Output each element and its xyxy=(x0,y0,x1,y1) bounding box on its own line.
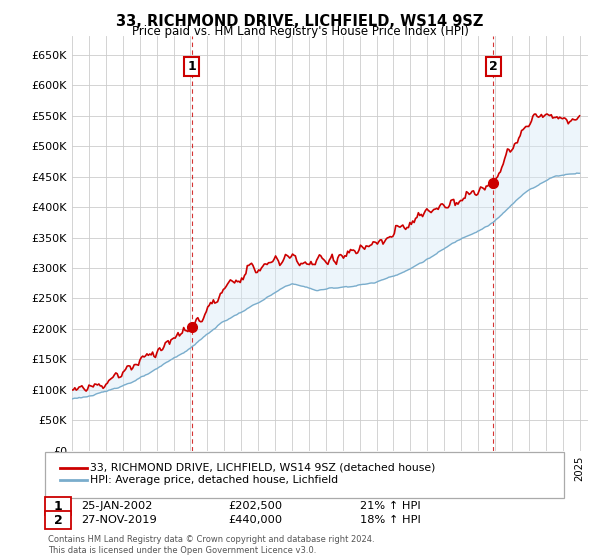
Text: Contains HM Land Registry data © Crown copyright and database right 2024.
This d: Contains HM Land Registry data © Crown c… xyxy=(48,535,374,554)
Text: 33, RICHMOND DRIVE, LICHFIELD, WS14 9SZ (detached house): 33, RICHMOND DRIVE, LICHFIELD, WS14 9SZ … xyxy=(90,463,436,473)
Text: 18% ↑ HPI: 18% ↑ HPI xyxy=(360,515,421,525)
Text: HPI: Average price, detached house, Lichfield: HPI: Average price, detached house, Lich… xyxy=(90,475,338,485)
Text: 27-NOV-2019: 27-NOV-2019 xyxy=(81,515,157,525)
Text: £202,500: £202,500 xyxy=(228,501,282,511)
Text: 2: 2 xyxy=(489,60,497,73)
Text: 25-JAN-2002: 25-JAN-2002 xyxy=(81,501,152,511)
Text: 21% ↑ HPI: 21% ↑ HPI xyxy=(360,501,421,511)
Text: 1: 1 xyxy=(54,500,62,513)
Text: 2: 2 xyxy=(54,514,62,527)
Text: 33, RICHMOND DRIVE, LICHFIELD, WS14 9SZ: 33, RICHMOND DRIVE, LICHFIELD, WS14 9SZ xyxy=(116,14,484,29)
Text: Price paid vs. HM Land Registry's House Price Index (HPI): Price paid vs. HM Land Registry's House … xyxy=(131,25,469,38)
Text: £440,000: £440,000 xyxy=(228,515,282,525)
Text: 1: 1 xyxy=(187,60,196,73)
